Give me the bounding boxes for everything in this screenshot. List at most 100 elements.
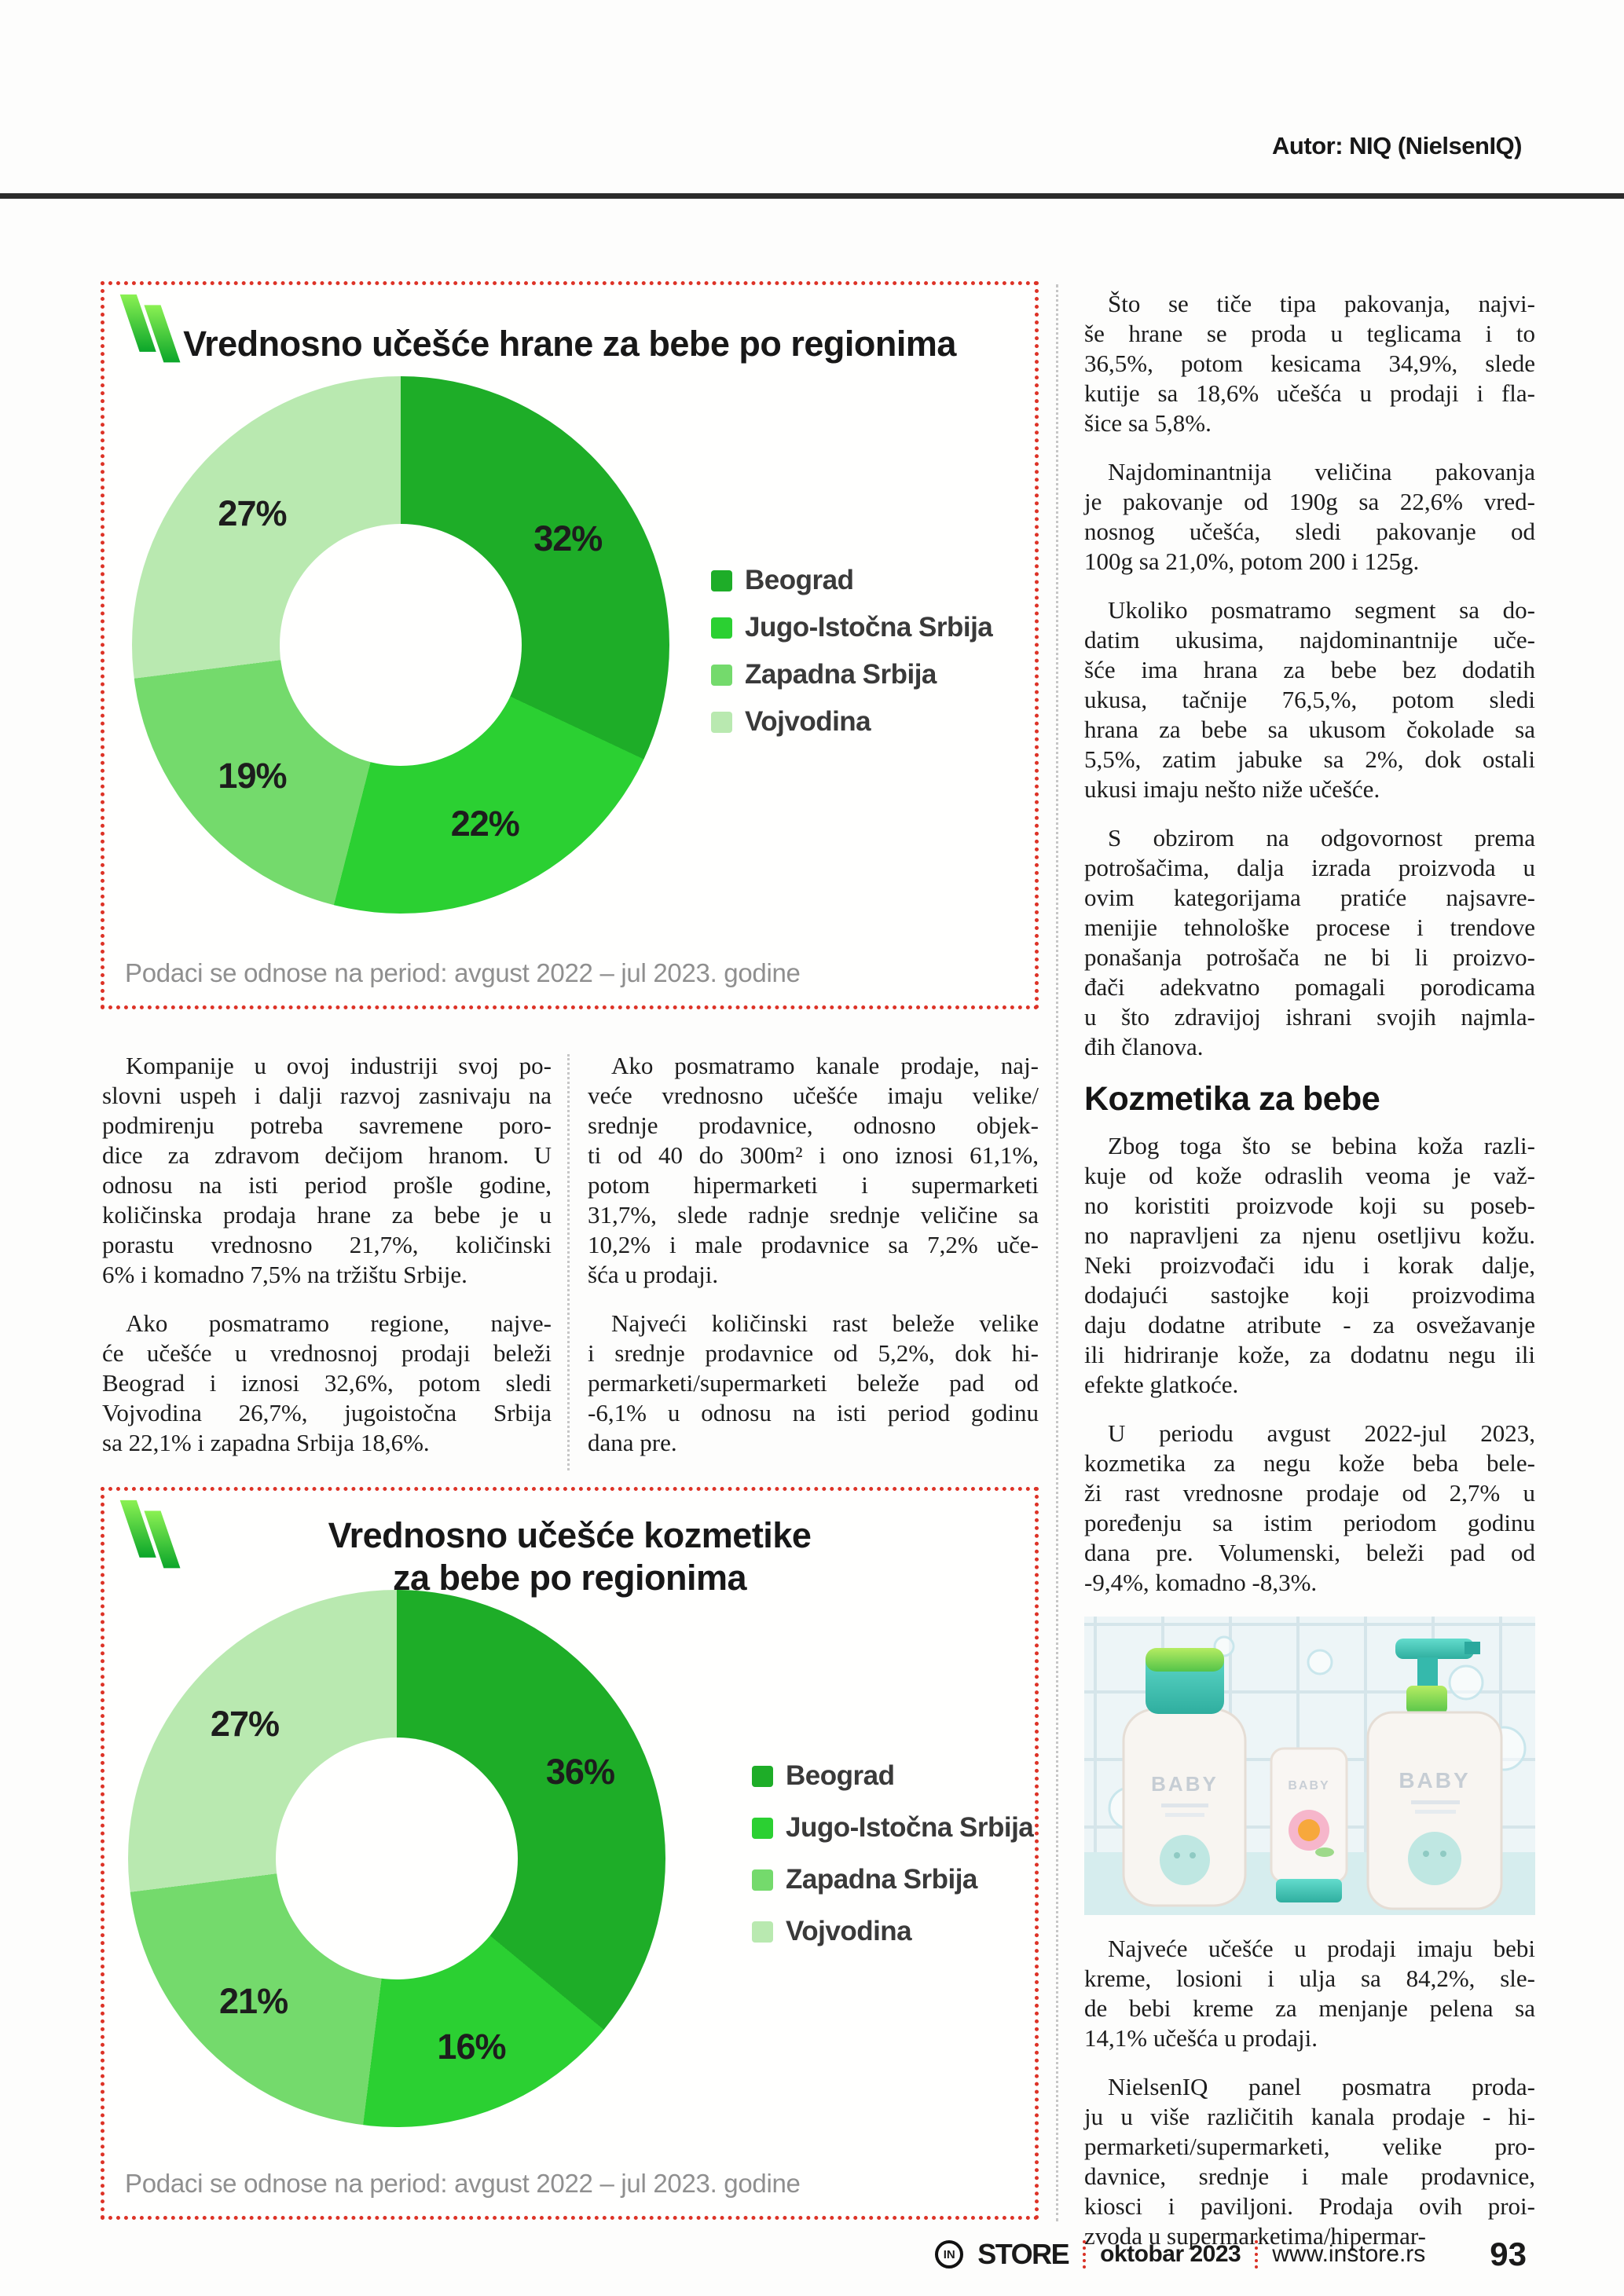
text-line: 31,7%, slede radnje srednje veličine sa xyxy=(588,1201,1039,1229)
author-credit: Autor: NIQ (NielsenIQ) xyxy=(1272,132,1522,159)
article-column-left: Kompanije u ovoj industriji svoj po-slov… xyxy=(102,1051,552,1477)
legend-item: Jugo-Istočna Srbija xyxy=(711,604,993,651)
text-line: i srednje prodavnice od 5,2%, dok hi- xyxy=(588,1339,1039,1367)
slice-label-zapadna-srbija: 21% xyxy=(219,1981,288,2022)
chart-period-note: Podaci se odnose na period: avgust 2022 … xyxy=(125,2169,801,2198)
text-line: ili hidriranje kože, za dodatnu negu ili xyxy=(1084,1341,1535,1368)
legend-label: Vojvodina xyxy=(745,706,871,737)
footer-divider-icon xyxy=(1255,2240,1259,2269)
slice-label-beograd: 32% xyxy=(533,518,603,558)
text-line: Ako posmatramo regione, najve- xyxy=(126,1309,552,1337)
slice-label-vojvodina: 27% xyxy=(210,1704,280,1745)
svg-text:BABY: BABY xyxy=(1151,1772,1219,1796)
chart-legend: Beograd Jugo-Istočna Srbija Zapadna Srbija… xyxy=(711,557,993,745)
baby-products-illustration: BABY BABY BABY xyxy=(1084,1617,1535,1915)
legend-swatch-icon xyxy=(752,1921,773,1943)
chart-card-baby-food: Vrednosno učešće hrane za bebe po region… xyxy=(101,281,1039,1009)
article-column-right: Što se tiče tipa pakovanja, najvi-še hra… xyxy=(1084,289,1535,2270)
slice-label-zapadna-srbija: 19% xyxy=(218,755,287,796)
paragraph: Kompanije u ovoj industriji svoj po-slov… xyxy=(102,1051,552,1290)
legend-item: Vojvodina xyxy=(752,1906,1033,1957)
text-line: U periodu avgust 2022-jul 2023, xyxy=(1108,1419,1535,1447)
legend-item: Jugo-Istočna Srbija xyxy=(752,1802,1034,1854)
paragraph: Ako posmatramo regione, najve-će učešće … xyxy=(102,1309,552,1458)
text-line: odnosu na isti period prošle godine, xyxy=(102,1171,552,1199)
instore-logo-icon: IN xyxy=(935,2240,964,2269)
text-line: šice sa 5,8%. xyxy=(1084,409,1212,437)
website-url: www.instore.rs xyxy=(1272,2241,1426,2267)
logo-text: IN xyxy=(943,2247,955,2261)
text-line: Kompanije u ovoj industriji svoj po- xyxy=(126,1052,552,1079)
text-line: Najveći količinski rast beleže velike xyxy=(611,1309,1039,1337)
text-line: Neki proizvođači idu i korak dalje, xyxy=(1084,1251,1535,1279)
legend-label: Zapadna Srbija xyxy=(786,1864,977,1895)
text-line: 100g sa 21,0%, potom 200 i 125g. xyxy=(1084,547,1420,575)
text-line: Beograd i iznosi 32,6%, potom sledi xyxy=(102,1369,552,1397)
tube-middle: BABY xyxy=(1270,1747,1348,1902)
text-line: de bebi kreme za menjanje pelena sa xyxy=(1084,1994,1535,2022)
text-line: 36,5%, potom kesicama 34,9%, slede xyxy=(1084,350,1535,377)
text-line: dana pre. xyxy=(588,1429,677,1456)
page-number: 93 xyxy=(1490,2236,1527,2272)
text-line: NielsenIQ panel posmatra proda- xyxy=(1108,2073,1535,2100)
text-line: dice za zdravom dečijom hranom. U xyxy=(102,1141,552,1169)
paragraph: S obzirom na odgovornost prema potrošačim… xyxy=(1084,823,1535,1062)
text-line: đači adekvatno pomagali porodicama xyxy=(1084,973,1535,1001)
text-line: kreme, losioni i ulja sa 84,2%, sle- xyxy=(1084,1965,1535,1992)
paragraph: Zbog toga što se bebina koža razli-kuje … xyxy=(1084,1131,1535,1400)
text-line: kozmetika za negu kože beba bele- xyxy=(1084,1449,1535,1477)
paragraph: Ako posmatramo kanale prodaje, naj-veće … xyxy=(588,1051,1039,1290)
chart-title-line: za bebe po regionima xyxy=(392,1558,747,1598)
text-line: no koristiti proizvode koji su poseb- xyxy=(1084,1192,1535,1219)
donut-chart-baby-cosmetics xyxy=(128,1590,665,2127)
baby-products-photo: BABY BABY BABY xyxy=(1084,1617,1535,1915)
legend-item: Zapadna Srbija xyxy=(711,651,992,698)
text-line: nosnog učešća, sledi pakovanje od xyxy=(1084,518,1535,545)
chart-legend: Beograd Jugo-Istočna Srbija Zapadna Srbija… xyxy=(752,1750,1034,1957)
text-line: srednje prodavnice, odnosno objek- xyxy=(588,1111,1039,1139)
text-line: permarketi/supermarketi, velike pro- xyxy=(1084,2133,1535,2160)
paragraph: Najveće učešće u prodaji imaju bebi kreme… xyxy=(1084,1934,1535,2053)
text-line: ponašanja potrošača ne bi li proizvo- xyxy=(1084,943,1535,971)
paragraph: Što se tiče tipa pakovanja, najvi-še hra… xyxy=(1084,289,1535,438)
bottle-left: BABY xyxy=(1122,1648,1247,1907)
text-line: dodajući sastojke koji proizvodima xyxy=(1084,1281,1535,1309)
text-line: sa 22,1% i zapadna Srbija 18,6%. xyxy=(102,1429,430,1456)
text-line: 10,2% i male prodavnice sa 7,2% uče- xyxy=(588,1231,1039,1258)
slice-label-jugo-isto-na-srbija: 16% xyxy=(437,2026,506,2067)
chart-title-line: Vrednosno učešće hrane za bebe po region… xyxy=(183,324,956,364)
text-line: ju u više različitih kanala prodaje - hi… xyxy=(1084,2103,1535,2130)
svg-text:BABY: BABY xyxy=(1288,1779,1329,1792)
paragraph: U periodu avgust 2022-jul 2023, kozmetika… xyxy=(1084,1419,1535,1598)
text-line: davnice, srednje i male prodavnice, xyxy=(1084,2162,1535,2190)
text-line: Ukoliko posmatramo segment sa do- xyxy=(1108,596,1535,624)
chart-title-baby-cosmetics: Vrednosno učešće kozmetike za bebe po reg… xyxy=(104,1514,1035,1599)
legend-label: Zapadna Srbija xyxy=(745,659,937,690)
text-line: -6,1% u odnosu na isti period godinu xyxy=(588,1399,1039,1426)
legend-swatch-icon xyxy=(711,711,732,733)
text-line: ukusi imaju nešto niže učešće. xyxy=(1084,775,1380,803)
text-line: Ako posmatramo kanale prodaje, naj- xyxy=(611,1052,1039,1079)
bottle-right: BABY xyxy=(1366,1639,1503,1910)
text-line: veće vrednosno učešće imaju velike/ xyxy=(588,1082,1039,1109)
text-line: efekte glatkoće. xyxy=(1084,1371,1239,1398)
text-line: ukusa, tačnije 76,5,%, potom sledi xyxy=(1084,686,1535,713)
paragraph: Najveći količinski rast beleže velike i s… xyxy=(588,1309,1039,1458)
legend-label: Jugo-Istočna Srbija xyxy=(786,1812,1034,1843)
donut-hole xyxy=(280,524,522,766)
text-line: u što zdravijoj ishrani svojih najmla- xyxy=(1084,1003,1535,1031)
text-line: no napravljeni za njenu osetljivu kožu. xyxy=(1084,1221,1535,1249)
text-line: šća u prodaji. xyxy=(588,1261,719,1288)
legend-label: Jugo-Istočna Srbija xyxy=(745,612,993,643)
text-line: ži rast vrednosne prodaje od 2,7% u xyxy=(1084,1479,1535,1507)
text-line: slovni uspeh i dalji razvoj zasnivaju na xyxy=(102,1082,552,1109)
text-line: daju dodatne atribute - za osvežavanje xyxy=(1084,1311,1535,1338)
footer-divider-icon xyxy=(1083,2240,1087,2269)
slice-label-beograd: 36% xyxy=(545,1752,615,1792)
text-line: šće ima hrana za bebe bez dodatih xyxy=(1084,656,1535,683)
text-line: -9,4%, komadno -8,3%. xyxy=(1084,1569,1318,1596)
text-line: porastu vrednosno 21,7%, količinski xyxy=(102,1231,552,1258)
text-line: S obzirom na odgovornost prema xyxy=(1108,824,1535,851)
legend-label: Beograd xyxy=(786,1760,895,1791)
paragraph: Najdominantnija veličina pakovanja je pak… xyxy=(1084,457,1535,577)
